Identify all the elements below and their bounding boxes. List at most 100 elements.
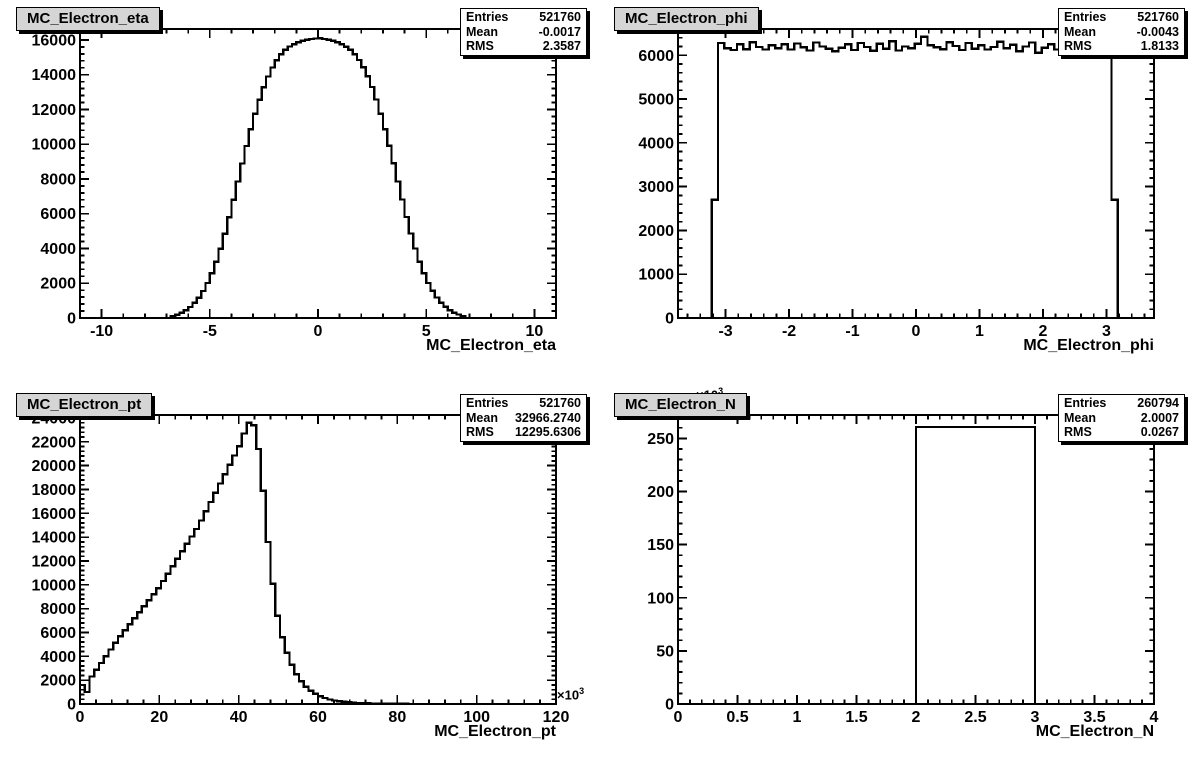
stats-row: Entries 521760 bbox=[461, 10, 586, 25]
axis-tick-labels: -10 -5 0 5 10 0 2000 4000 6000 8000 10000 12000 1400… bbox=[32, 32, 544, 340]
stats-box[interactable]: Entries 521760 Mean -0.0017 RMS 2.3587 bbox=[460, 8, 587, 56]
x-tick-label: 5 bbox=[422, 323, 431, 340]
y-tick-label: 5000 bbox=[638, 92, 674, 109]
x-tick-label: 80 bbox=[388, 709, 406, 726]
stats-box[interactable]: Entries 521760 Mean 32966.2740 RMS 12295.63… bbox=[460, 394, 587, 442]
stat-label: Entries bbox=[1064, 396, 1107, 410]
stats-row: Mean 32966.2740 bbox=[461, 411, 586, 426]
y-tick-label: 14000 bbox=[32, 67, 77, 84]
y-tick-label: 6000 bbox=[40, 625, 76, 642]
x-tick-label: 3 bbox=[1102, 323, 1111, 340]
histogram-title-box[interactable]: MC_Electron_pt bbox=[16, 393, 153, 417]
x-tick-label: 0 bbox=[912, 323, 921, 340]
axis-ticks bbox=[80, 29, 556, 319]
histogram-line bbox=[710, 35, 1119, 318]
y-tick-label: 16000 bbox=[32, 32, 77, 49]
stat-value: 0.0267 bbox=[1140, 425, 1179, 439]
x-tick-label: 20 bbox=[150, 709, 168, 726]
x-tick-label: 10 bbox=[525, 323, 543, 340]
stat-value: -0.0017 bbox=[538, 24, 581, 39]
pad-mc-electron-pt[interactable]: 0 20 40 60 80 100 120 0 2000 4000 6000 8000 10000 120… bbox=[0, 386, 598, 772]
histogram-title-box[interactable]: MC_Electron_phi bbox=[614, 7, 759, 31]
y-tick-label: 0 bbox=[67, 311, 76, 328]
axis-tick-labels: 0 20 40 60 80 100 120 0 2000 4000 6000 8000 10000 120… bbox=[32, 410, 570, 726]
stats-row: Entries 521760 bbox=[1059, 10, 1184, 25]
histogram-title-box[interactable]: MC_Electron_N bbox=[614, 393, 747, 417]
y-tick-label: 1000 bbox=[638, 267, 674, 284]
y-tick-label: 8000 bbox=[40, 601, 76, 618]
y-tick-label: 2000 bbox=[40, 673, 76, 690]
histogram-title-box[interactable]: MC_Electron_eta bbox=[16, 7, 160, 31]
y-tick-label: 10000 bbox=[32, 137, 77, 154]
stats-box[interactable]: Entries 521760 Mean -0.0043 RMS 1.8133 bbox=[1058, 8, 1185, 56]
axis-ticks bbox=[79, 415, 557, 705]
histogram-title: MC_Electron_pt bbox=[27, 396, 142, 413]
x-tick-label: 40 bbox=[230, 709, 248, 726]
axis-ticks bbox=[677, 415, 1155, 705]
x-axis-title: MC_Electron_N bbox=[1035, 723, 1154, 740]
y-tick-label: 50 bbox=[656, 643, 674, 660]
axis-tick-labels: 0 0.5 1 1.5 2 2.5 3 3.5 4 0 50 100 150 200 250 bbox=[647, 431, 1158, 726]
stat-value: 521760 bbox=[1137, 10, 1179, 24]
pad-mc-electron-phi[interactable]: -3 -2 -1 0 1 2 3 0 1000 2000 3000 4000 5000 6000 MC_E… bbox=[598, 0, 1196, 386]
histogram-line bbox=[914, 425, 1037, 704]
stat-value: 32966.2740 bbox=[514, 410, 581, 425]
axis-ticks bbox=[678, 29, 1154, 319]
x-tick-label: 1 bbox=[975, 323, 984, 340]
histogram-line bbox=[169, 37, 467, 318]
x-tick-label: 0 bbox=[76, 709, 85, 726]
x-axis-title: MC_Electron_phi bbox=[1023, 337, 1154, 354]
x-tick-label: 0 bbox=[674, 709, 683, 726]
y-tick-label: 100 bbox=[647, 590, 674, 607]
stat-value: 260794 bbox=[1137, 396, 1179, 410]
y-tick-label: 10000 bbox=[32, 577, 77, 594]
pad-mc-electron-eta[interactable]: -10 -5 0 5 10 0 2000 4000 6000 8000 10000 12000 1400… bbox=[0, 0, 598, 386]
histogram-title: MC_Electron_N bbox=[625, 396, 736, 413]
x-tick-label: -5 bbox=[203, 323, 217, 340]
y-tick-label: 4000 bbox=[40, 649, 76, 666]
y-tick-label: 6000 bbox=[40, 206, 76, 223]
histogram-title: MC_Electron_phi bbox=[625, 10, 748, 27]
histogram-title: MC_Electron_eta bbox=[27, 10, 149, 27]
y-tick-label: 6000 bbox=[638, 48, 674, 65]
y-tick-label: 14000 bbox=[32, 530, 77, 547]
y-tick-label: 8000 bbox=[40, 171, 76, 188]
plot-frame bbox=[677, 28, 1155, 319]
y-tick-label: 16000 bbox=[32, 506, 77, 523]
y-tick-label: 0 bbox=[665, 311, 674, 328]
stats-box[interactable]: Entries 260794 Mean 2.0007 RMS 0.0267 bbox=[1058, 394, 1185, 442]
stat-label: RMS bbox=[466, 39, 494, 53]
y-tick-label: 0 bbox=[67, 697, 76, 714]
y-tick-label: 3000 bbox=[638, 179, 674, 196]
stat-label: RMS bbox=[1064, 425, 1092, 439]
stat-label: Mean bbox=[1064, 24, 1096, 39]
stat-label: Entries bbox=[466, 396, 509, 410]
stat-value: 521760 bbox=[539, 396, 581, 410]
stats-row: Mean 2.0007 bbox=[1059, 411, 1184, 426]
stats-row: Entries 260794 bbox=[1059, 396, 1184, 411]
stats-row: RMS 0.0267 bbox=[1059, 425, 1184, 440]
histogram-line bbox=[78, 421, 556, 706]
plot-frame bbox=[79, 28, 557, 319]
y-tick-label: 12000 bbox=[32, 553, 77, 570]
y-tick-label: 200 bbox=[647, 484, 674, 501]
x-axis-title: MC_Electron_eta bbox=[426, 337, 556, 354]
stat-value: 2.0007 bbox=[1140, 410, 1179, 425]
y-tick-label: 0 bbox=[665, 697, 674, 714]
x-tick-label: 0 bbox=[314, 323, 323, 340]
x-tick-label: 3.5 bbox=[1083, 709, 1105, 726]
x-tick-label: 1 bbox=[793, 709, 802, 726]
stat-value: 1.8133 bbox=[1140, 39, 1179, 53]
stat-label: RMS bbox=[1064, 39, 1092, 53]
y-tick-label: 22000 bbox=[32, 434, 77, 451]
y-tick-label: 250 bbox=[647, 431, 674, 448]
x-tick-label: 2.5 bbox=[964, 709, 986, 726]
stat-value: 2.3587 bbox=[542, 39, 581, 53]
stat-label: Entries bbox=[1064, 10, 1107, 24]
stat-value: 521760 bbox=[539, 10, 581, 24]
stats-row: RMS 2.3587 bbox=[461, 39, 586, 54]
phi-histogram-plot: -3 -2 -1 0 1 2 3 0 1000 2000 3000 4000 5000 6000 bbox=[638, 28, 1155, 340]
stat-value: 12295.6306 bbox=[514, 425, 581, 439]
